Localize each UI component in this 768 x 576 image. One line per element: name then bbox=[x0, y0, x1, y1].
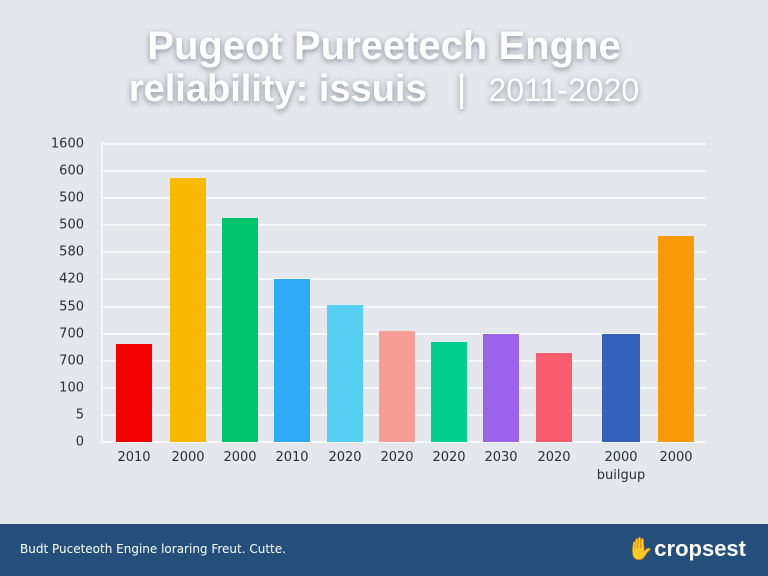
gridline bbox=[103, 170, 706, 172]
footer-bar: Budt Puceteoth Engine loraring Freut. Cu… bbox=[0, 524, 768, 576]
y-tick-label: 5 bbox=[75, 407, 84, 423]
logo-text: cropsest bbox=[654, 536, 746, 561]
gridline bbox=[103, 278, 706, 281]
footer-text: Budt Puceteoth Engine loraring Freut. Cu… bbox=[20, 542, 286, 556]
x-tick-label: 2020 bbox=[432, 450, 466, 465]
gridline bbox=[103, 197, 706, 200]
bar-chart: 0 5 100 700 700 550 420 580 500 500 600 1600 2010 200… bbox=[50, 136, 706, 483]
bar bbox=[116, 344, 152, 442]
y-tick-label: 0 bbox=[75, 434, 84, 450]
bar bbox=[483, 333, 519, 442]
brand-logo: ✋cropsest bbox=[627, 536, 746, 562]
bar bbox=[431, 341, 467, 442]
x-tick-label: 2010 bbox=[117, 450, 151, 465]
x-tick-label: 2000 bbox=[604, 450, 638, 465]
bar bbox=[658, 236, 694, 442]
bar bbox=[602, 333, 640, 442]
y-tick-label: 420 bbox=[59, 271, 84, 287]
y-tick-label: 500 bbox=[59, 217, 84, 233]
x-tick-sublabel: builgup bbox=[596, 468, 646, 483]
gridline bbox=[103, 224, 706, 227]
gridline bbox=[103, 441, 706, 443]
title-text: reliability: issuis bbox=[128, 68, 427, 110]
y-tick-label: 600 bbox=[59, 163, 84, 179]
bar bbox=[327, 305, 363, 442]
y-tick-label: 500 bbox=[59, 190, 84, 206]
x-tick-label: 2020 bbox=[328, 450, 362, 465]
gridline bbox=[103, 251, 706, 254]
x-tick-label: 2030 bbox=[484, 450, 518, 465]
title-years: 2011-2020 bbox=[488, 72, 640, 108]
bar bbox=[379, 330, 415, 442]
gridline bbox=[103, 142, 706, 145]
x-tick-label: 2000 bbox=[171, 450, 205, 465]
x-tick-label: 2010 bbox=[275, 450, 309, 465]
y-tick-label: 1600 bbox=[50, 136, 84, 152]
gridline bbox=[103, 305, 706, 308]
x-tick-label: 2000 bbox=[223, 450, 257, 465]
x-tick-label: 2020 bbox=[380, 450, 414, 465]
y-tick-label: 580 bbox=[59, 244, 84, 260]
y-tick-label: 550 bbox=[59, 299, 84, 314]
y-axis-line bbox=[101, 142, 103, 444]
x-tick-label: 2020 bbox=[537, 450, 571, 465]
y-tick-label: 700 bbox=[59, 326, 84, 342]
y-tick-label: 700 bbox=[59, 353, 84, 369]
title-separator: | bbox=[456, 68, 467, 110]
chart-title-line1: Pugeot Pureetech Engne bbox=[147, 24, 621, 68]
bar bbox=[274, 279, 310, 442]
x-tick-label: 2000 bbox=[659, 450, 693, 465]
bar bbox=[222, 218, 258, 442]
y-tick-label: 100 bbox=[59, 380, 84, 396]
bar bbox=[536, 352, 572, 442]
bar bbox=[170, 177, 206, 442]
hand-icon: ✋ bbox=[626, 536, 655, 561]
chart-title-line2: reliability: issuis | 2011-2020 bbox=[0, 68, 768, 111]
